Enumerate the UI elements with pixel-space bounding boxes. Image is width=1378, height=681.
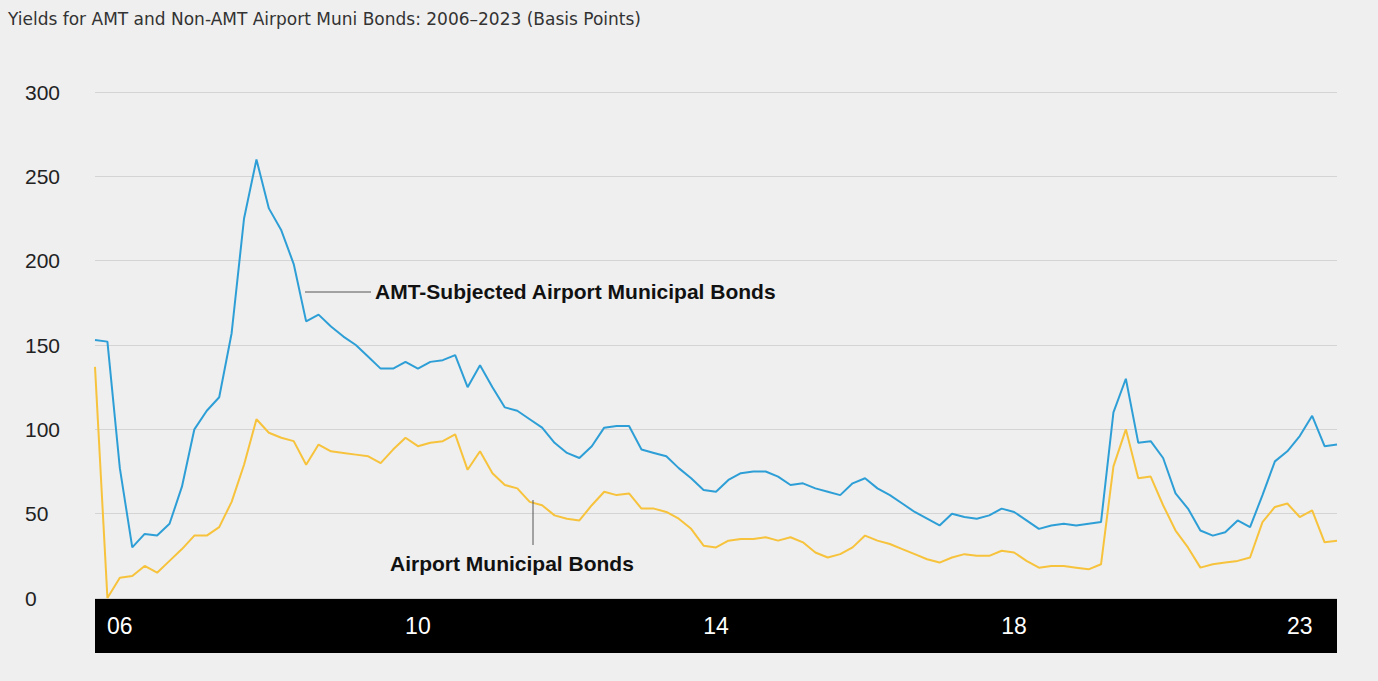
svg-text:10: 10 [405,613,431,639]
svg-text:Yields for AMT and Non-AMT Air: Yields for AMT and Non-AMT Airport Muni … [7,9,641,29]
svg-text:150: 150 [25,334,60,357]
svg-text:50: 50 [25,502,48,525]
svg-text:0: 0 [25,587,37,610]
svg-text:100: 100 [25,418,60,441]
svg-text:AMT-Subjected Airport Municipa: AMT-Subjected Airport Municipal Bonds [375,280,776,303]
svg-text:200: 200 [25,249,60,272]
svg-text:250: 250 [25,165,60,188]
svg-text:Airport Municipal Bonds: Airport Municipal Bonds [390,552,634,575]
svg-text:18: 18 [1001,613,1027,639]
svg-text:14: 14 [703,613,729,639]
svg-text:06: 06 [107,613,133,639]
svg-text:300: 300 [25,81,60,104]
svg-text:23: 23 [1287,613,1313,639]
